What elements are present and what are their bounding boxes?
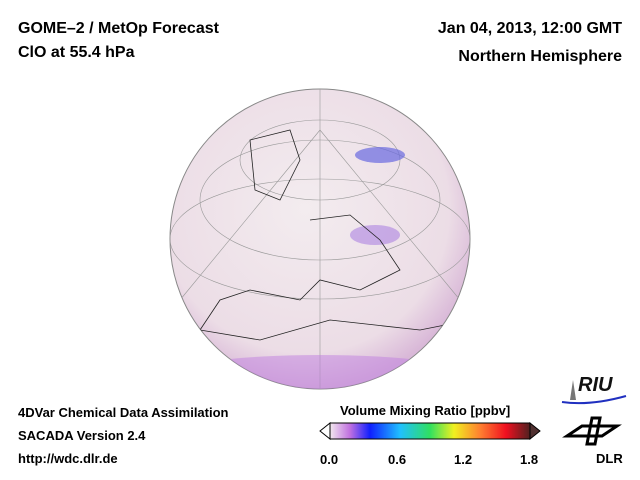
colorbar-min-arrow: [319, 421, 331, 441]
coastline-greenland: [249, 129, 301, 201]
coastline-europe-africa: [199, 214, 470, 341]
map-subtitle: ClO at 55.4 hPa: [18, 44, 135, 61]
footer-line1: 4DVar Chemical Data Assimilation: [18, 405, 229, 420]
colorbar-tick: 0.0: [320, 452, 339, 467]
colorbar-max-arrow: [529, 421, 541, 441]
colorbar-tick: 1.8: [520, 452, 539, 467]
dlr-logo-text: DLR: [596, 451, 623, 466]
riu-logo: RIU: [578, 374, 613, 396]
colorbar-title: Volume Mixing Ratio [ppbv]: [340, 403, 511, 418]
riu-logo-graphic: [561, 380, 627, 405]
map-title: GOME–2 / MetOp Forecast: [18, 20, 219, 37]
footer-url[interactable]: http://wdc.dlr.de: [18, 451, 118, 466]
region-label: Northern Hemisphere: [458, 48, 622, 65]
footer-line2: SACADA Version 2.4: [18, 428, 146, 443]
dlr-logo-icon: [562, 416, 622, 446]
colorbar-tick: 0.6: [388, 452, 407, 467]
clo-high-region: [355, 147, 405, 163]
colorbar-tick: 1.2: [454, 452, 473, 467]
colorbar: [319, 421, 541, 441]
date-label: Jan 04, 2013, 12:00 GMT: [437, 20, 622, 37]
